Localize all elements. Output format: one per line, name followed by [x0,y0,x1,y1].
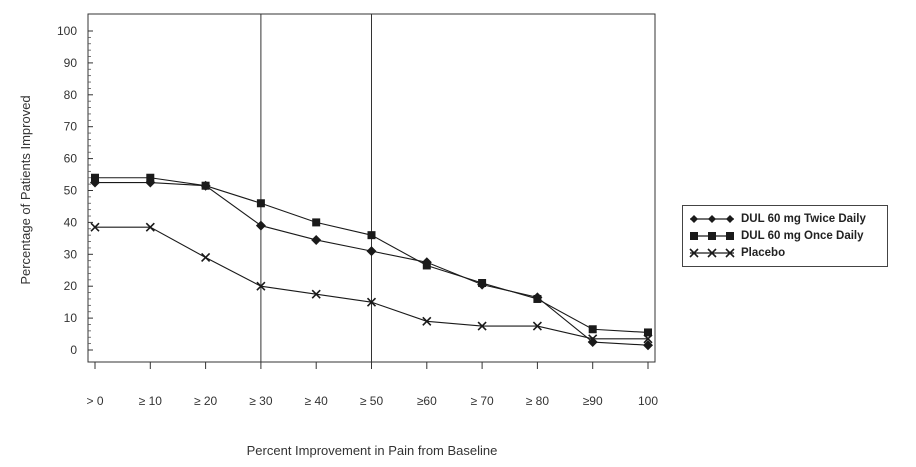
data-point-x [588,334,598,344]
y-tick-label: 100 [57,24,77,38]
data-point-x [643,334,653,344]
x-tick-label: > 0 [86,394,103,408]
chart-legend: DUL 60 mg Twice Daily DUL 60 mg Once Dai… [682,205,888,267]
y-tick-label: 50 [64,184,78,198]
data-point-square [201,181,210,190]
data-point-diamond [366,246,377,257]
x-axis: > 0 ≥ 10 ≥ 20 ≥ 30 ≥ 40 ≥ 50 ≥60 ≥ 70 ≥ 80 ≥90 100 [86,362,658,408]
data-point-square [146,173,155,182]
data-point-square [478,279,487,288]
series-layer [90,173,653,351]
y-tick-label: 20 [64,279,78,293]
legend-item-once-daily: DUL 60 mg Once Daily [687,229,864,243]
diamond-marker-icon [690,215,734,223]
legend-label-once-daily: DUL 60 mg Once Daily [741,230,864,242]
x-marker-icon [689,248,735,258]
x-tick-label: ≥ 10 [139,394,163,408]
data-point-x [477,321,487,331]
data-point-diamond [587,337,598,348]
legend-item-twice-daily: DUL 60 mg Twice Daily [687,212,866,226]
data-point-square [312,218,321,227]
x-tick-label: ≥60 [417,394,437,408]
y-tick-label: 10 [64,311,78,325]
data-point-square [91,173,99,182]
legend-label-placebo: Placebo [741,247,786,259]
y-tick-label: 90 [64,56,78,70]
data-point-x [311,289,321,299]
y-tick-label: 40 [64,215,78,229]
data-point-square [588,325,597,334]
y-axis-title: Percentage of Patients Improved [18,95,33,284]
data-point-square [644,328,652,337]
data-point-x [532,321,542,331]
data-point-square [533,294,542,303]
x-tick-label: ≥ 20 [194,394,218,408]
x-tick-label: 100 [638,394,658,408]
reference-lines [260,14,372,362]
data-point-diamond [643,340,653,351]
x-tick-label: ≥ 50 [360,394,384,408]
data-point-x [90,222,100,232]
legend-item-placebo: Placebo [687,246,785,260]
series-x [90,222,653,344]
series-square [91,173,652,337]
y-axis: 0 10 20 30 40 50 60 70 80 90 100 [57,24,93,357]
y-tick-label: 80 [64,88,78,102]
data-point-x [366,297,377,307]
data-point-x [422,316,432,326]
x-tick-label: ≥ 80 [526,394,550,408]
x-tick-label: ≥90 [583,394,603,408]
data-point-square [367,231,376,240]
y-tick-label: 70 [64,120,78,134]
legend-label-twice-daily: DUL 60 mg Twice Daily [741,213,866,225]
x-axis-title: Percent Improvement in Pain from Baselin… [247,443,498,458]
data-point-diamond [311,234,322,245]
data-point-x [201,252,211,263]
square-marker-icon [690,232,734,240]
x-tick-label: ≥ 30 [249,394,273,408]
data-point-x [145,222,155,232]
y-tick-label: 0 [70,343,77,357]
data-point-square [422,261,431,270]
y-tick-label: 30 [64,247,78,261]
x-tick-label: ≥ 40 [305,394,329,408]
data-point-diamond [255,220,266,231]
data-point-square [256,199,265,208]
x-tick-label: ≥ 70 [470,394,494,408]
y-tick-label: 60 [64,152,78,166]
series-diamond [90,177,653,351]
data-point-x [256,281,266,291]
